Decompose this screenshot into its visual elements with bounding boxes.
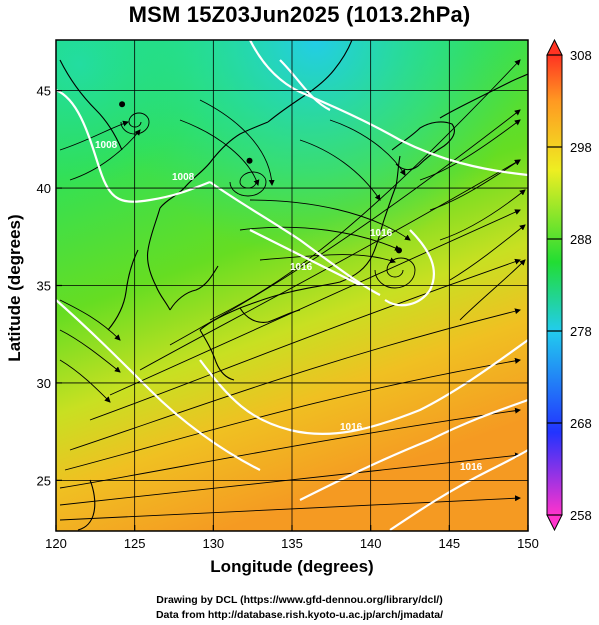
isobar-label: 1016 (460, 462, 483, 473)
credit-data: Data from http://database.rish.kyoto-u.a… (155, 609, 444, 621)
x-tick-label: 135 (281, 536, 303, 551)
colorbar: 258 268 278 288 298 308 (546, 38, 592, 532)
x-tick-label: 145 (438, 536, 460, 551)
colorbar-tick-label: 298 (570, 140, 592, 155)
y-tick-label: 40 (37, 181, 51, 196)
isobar-labels: 1008 1008 1016 1016 1016 1016 (95, 140, 483, 473)
y-tick-label: 35 (37, 279, 51, 294)
x-axis-ticks: 120 125 130 135 140 145 150 (45, 525, 539, 551)
vortex-center (246, 157, 253, 164)
x-tick-label: 120 (45, 536, 67, 551)
isobar-label: 1016 (370, 228, 393, 239)
colorbar-tick-label: 258 (570, 508, 592, 523)
isobar-label: 1016 (340, 422, 363, 433)
isobar-label: 1008 (172, 172, 195, 183)
colorbar-tick-label: 268 (570, 416, 592, 431)
isobar-label: 1008 (95, 140, 118, 151)
lat-lon-grid (56, 40, 528, 531)
x-tick-label: 130 (202, 536, 224, 551)
colorbar-tick-label: 308 (570, 48, 592, 63)
wind-streamlines (59, 59, 526, 521)
x-tick-label: 150 (517, 536, 539, 551)
x-axis-label: Longitude (degrees) (210, 557, 374, 576)
y-axis-ticks: 25 30 35 40 45 (37, 84, 62, 488)
vortex-markers (119, 101, 402, 254)
isobar-label: 1016 (290, 262, 313, 273)
y-tick-label: 25 (37, 473, 51, 488)
colorbar-tick-label: 288 (570, 232, 592, 247)
x-tick-label: 125 (124, 536, 146, 551)
vortex-spirals (120, 112, 416, 289)
y-tick-label: 45 (37, 84, 51, 99)
isobars (56, 40, 528, 531)
colorbar-body (546, 54, 563, 516)
chart-title: MSM 15Z03Jun2025 (1013.2hPa) (128, 2, 471, 27)
colorbar-extend-top (546, 38, 563, 56)
vortex-center (119, 101, 126, 108)
x-tick-label: 140 (360, 536, 382, 551)
credit-drawing: Drawing by DCL (https://www.gfd-dennou.o… (156, 594, 443, 606)
coastlines (59, 40, 528, 531)
colorbar-extend-bottom (546, 514, 563, 532)
y-tick-label: 30 (37, 376, 51, 391)
colorbar-tick-label: 278 (570, 324, 592, 339)
vortex-center (395, 247, 402, 254)
